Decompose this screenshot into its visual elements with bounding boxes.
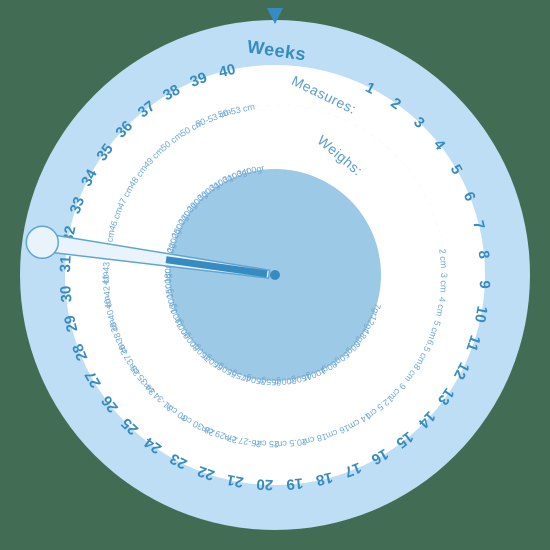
pointer-knob — [26, 226, 58, 258]
pointer-pivot — [270, 270, 280, 280]
pregnancy-wheel[interactable]: WeeksMeasures:Weighs:123456782 cm93 cm10… — [20, 20, 530, 530]
pointer-needle[interactable] — [20, 20, 530, 530]
